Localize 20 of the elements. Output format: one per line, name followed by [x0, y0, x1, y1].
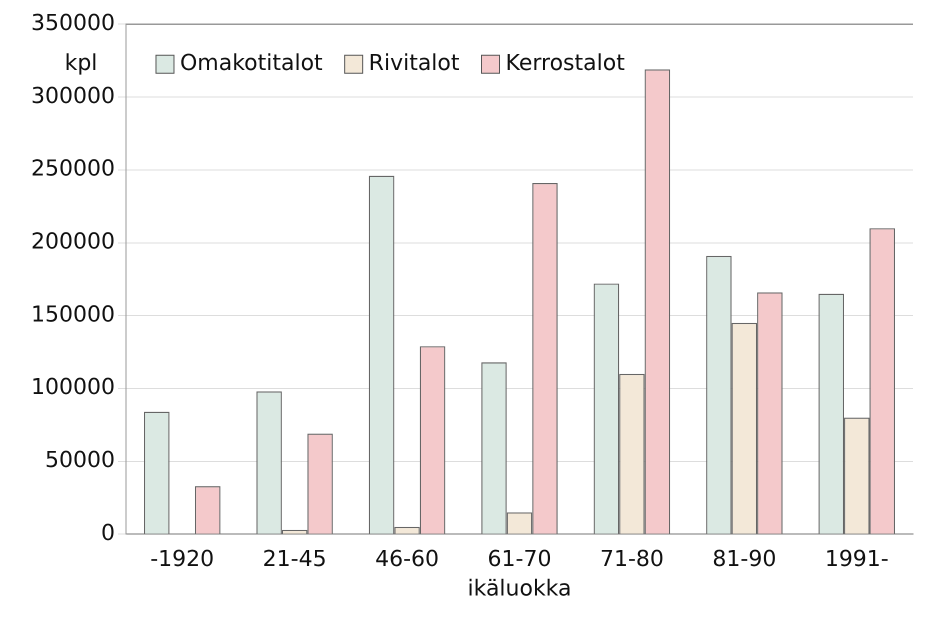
y-tick-label: 350000 — [31, 10, 115, 36]
y-tick-label: 300000 — [31, 84, 115, 109]
legend-label: Omakotitalot — [180, 50, 324, 76]
x-axis-title: ikäluokka — [467, 576, 572, 602]
y-tick-label: 50000 — [44, 448, 115, 474]
x-tick-label: 81-90 — [712, 547, 776, 572]
x-tick-label: 61-70 — [488, 547, 552, 572]
y-tick-label: 100000 — [31, 375, 115, 400]
y-tick-label: 150000 — [31, 302, 115, 328]
x-tick-label: -1920 — [150, 547, 214, 572]
legend-label: Rivitalot — [368, 50, 460, 76]
y-tick-label: 0 — [100, 520, 115, 546]
y-axis-title: kpl — [64, 50, 98, 76]
y-tick-label: 200000 — [31, 229, 115, 254]
x-tick-label: 21-45 — [262, 547, 327, 572]
x-tick-label: 1991- — [824, 547, 889, 572]
x-tick-label: 71-80 — [600, 547, 664, 572]
x-tick-label: 46-60 — [375, 547, 440, 572]
legend-label: Kerrostalot — [506, 50, 626, 76]
y-tick-label: 250000 — [31, 156, 115, 182]
